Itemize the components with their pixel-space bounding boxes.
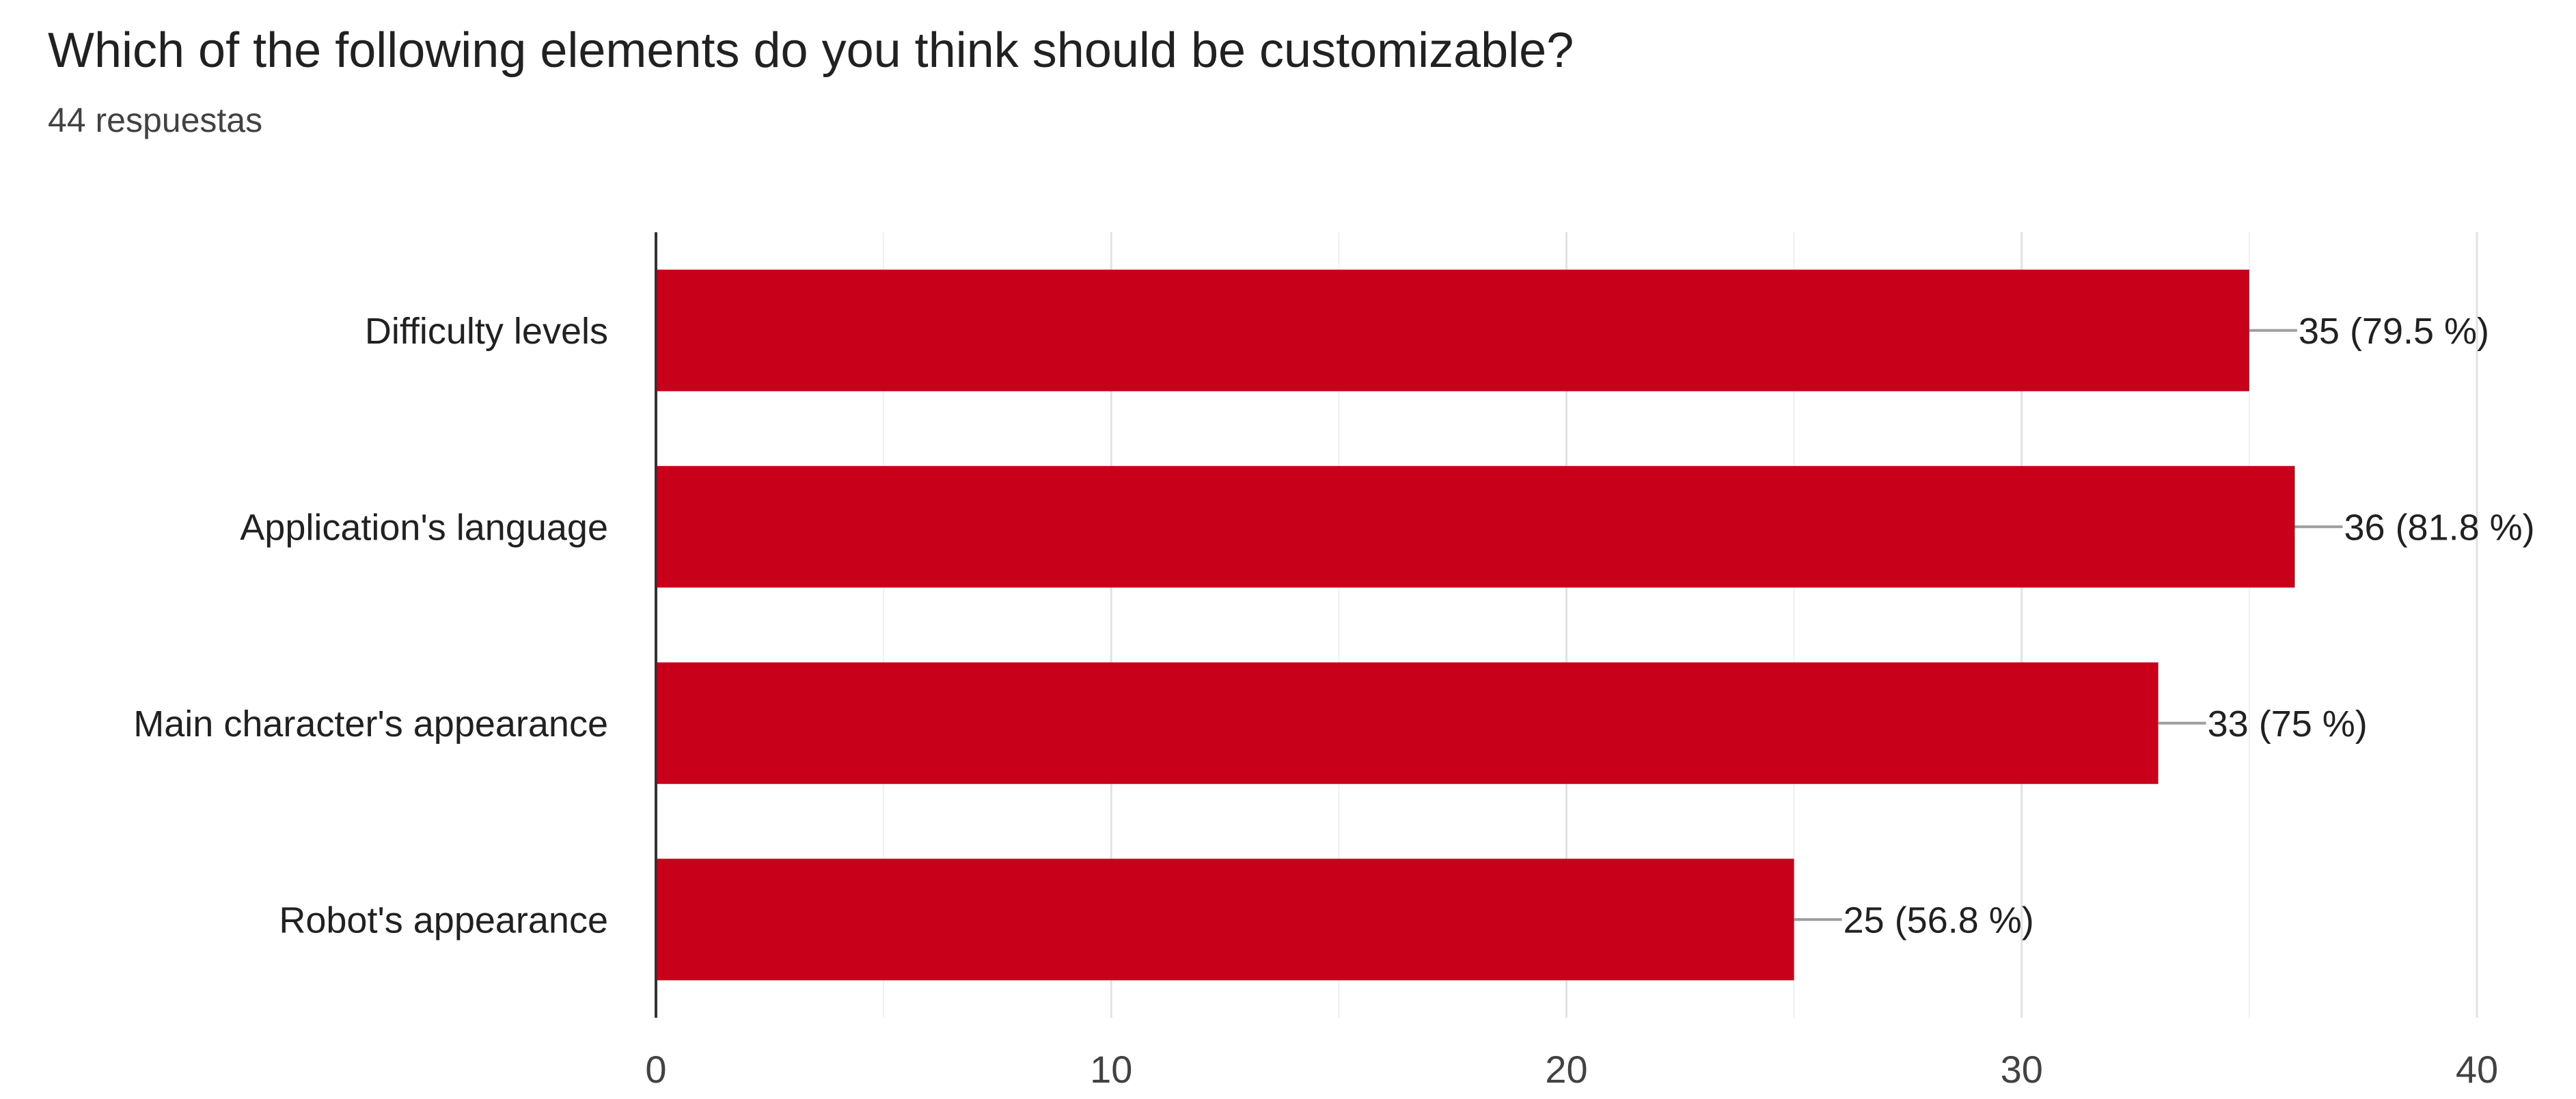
bar (656, 859, 1794, 981)
bar (656, 269, 2249, 391)
data-label: 35 (79.5 %) (2299, 311, 2489, 352)
bar (656, 662, 2159, 784)
bar (656, 466, 2295, 588)
x-tick-label: 0 (645, 1048, 666, 1091)
category-label: Main character's appearance (133, 704, 608, 745)
x-tick-label: 30 (2001, 1048, 2043, 1091)
category-label: Robot's appearance (279, 900, 608, 941)
data-label: 25 (56.8 %) (1844, 900, 2034, 941)
x-tick-label: 20 (1545, 1048, 1587, 1091)
chart-title: Which of the following elements do you t… (48, 23, 1574, 78)
category-label: Difficulty levels (365, 311, 608, 352)
x-tick-label: 40 (2456, 1048, 2498, 1091)
response-count: 44 respuestas (48, 101, 263, 139)
x-tick-label: 10 (1090, 1048, 1132, 1091)
data-label: 33 (75 %) (2208, 704, 2368, 745)
data-label: 36 (81.8 %) (2344, 507, 2535, 548)
labels: 0 10 20 30 40 Difficulty levels 35 (79.5 %) App… (133, 311, 2534, 1091)
bars (656, 269, 2295, 981)
category-label: Application's language (240, 507, 608, 548)
